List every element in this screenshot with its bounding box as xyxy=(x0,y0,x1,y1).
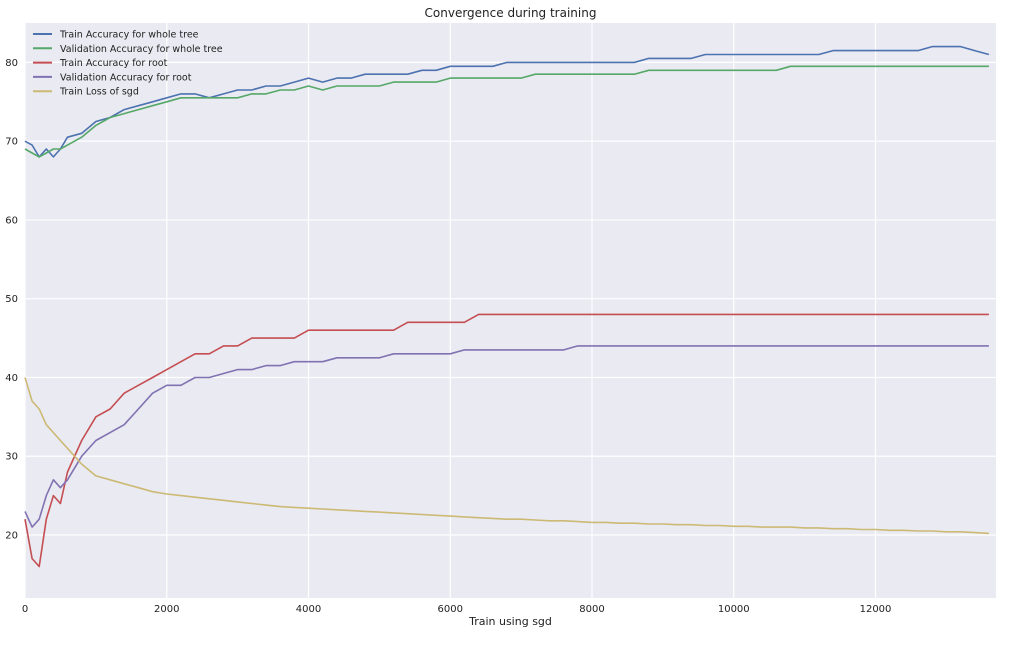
x-tick-label: 10000 xyxy=(718,604,750,615)
y-tick-label: 80 xyxy=(5,58,18,69)
series-line-5 xyxy=(24,377,989,535)
x-axis-label: Train using sgd xyxy=(468,615,552,628)
x-tick-label: 0 xyxy=(22,604,28,615)
y-tick-label: 60 xyxy=(5,215,18,226)
y-tick-label: 70 xyxy=(5,137,18,148)
series-line-2 xyxy=(24,65,989,158)
x-tick-label: 12000 xyxy=(860,604,892,615)
series-line-3 xyxy=(24,313,989,568)
series-line-4 xyxy=(24,345,989,528)
legend-label: Validation Accuracy for root xyxy=(60,72,192,83)
y-tick-labels: 20 30 40 50 60 70 80 xyxy=(5,58,18,542)
y-tick-label: 40 xyxy=(5,373,18,384)
y-tick-label: 30 xyxy=(5,452,18,463)
legend-label: Train Accuracy for whole tree xyxy=(59,30,199,41)
legend: Train Accuracy for whole tree Validation … xyxy=(33,30,223,98)
y-tick-label: 50 xyxy=(5,294,18,305)
x-tick-labels: 0 2000 4000 6000 8000 10000 12000 xyxy=(22,604,892,615)
legend-label: Train Accuracy for root xyxy=(59,58,168,69)
legend-label: Validation Accuracy for whole tree xyxy=(60,44,223,55)
y-tick-label: 20 xyxy=(5,530,18,541)
series-lines xyxy=(24,45,990,568)
x-tick-label: 6000 xyxy=(438,604,463,615)
series-line-1 xyxy=(24,45,990,158)
x-tick-label: 4000 xyxy=(296,604,321,615)
chart-title: Convergence during training xyxy=(425,6,597,20)
x-tick-label: 8000 xyxy=(579,604,604,615)
legend-label: Train Loss of sgd xyxy=(59,87,139,98)
plot-background xyxy=(25,23,996,598)
x-tick-label: 2000 xyxy=(154,604,179,615)
